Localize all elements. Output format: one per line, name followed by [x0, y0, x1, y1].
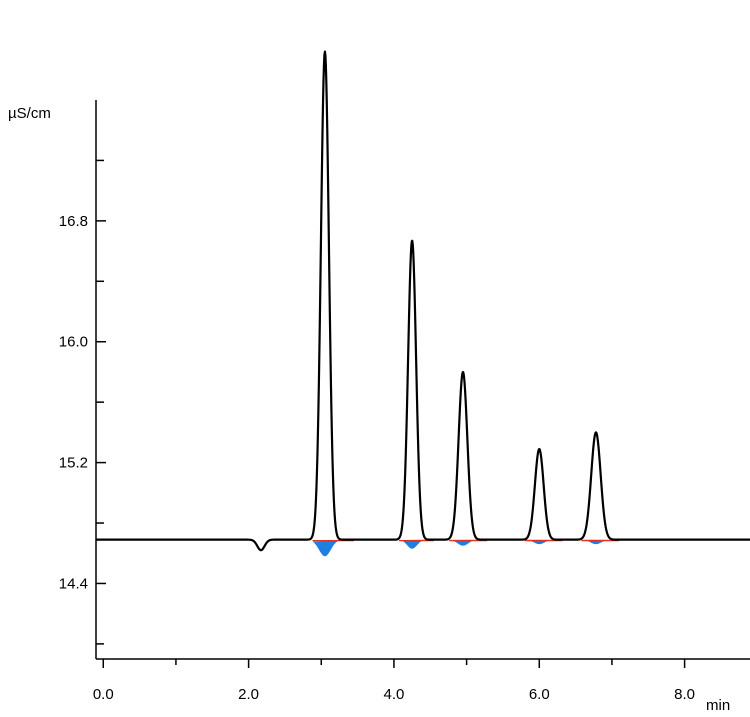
- x-tick-label: 8.0: [674, 686, 695, 703]
- y-axis-label: µS/cm: [8, 105, 51, 122]
- x-tick-label: 4.0: [384, 686, 405, 703]
- x-tick-label: 0.0: [93, 686, 114, 703]
- baseline-fill: [312, 539, 354, 557]
- y-axis-ticks: 14.4 15.2 16.0 16.8: [59, 159, 106, 645]
- x-axis-label: min: [706, 697, 730, 714]
- x-tick-label: 6.0: [529, 686, 550, 703]
- y-tick-label: 16.8: [59, 213, 88, 230]
- chromatogram-trace: [95, 50, 750, 552]
- baseline-fill-group: [312, 539, 620, 557]
- y-tick-label: 16.0: [59, 334, 88, 351]
- y-tick-label: 15.2: [59, 455, 88, 472]
- y-tick-label: 14.4: [59, 575, 88, 592]
- x-tick-label: 2.0: [238, 686, 259, 703]
- x-axis-ticks: 0.0 2.0 4.0 6.0 8.0: [93, 659, 695, 703]
- baseline-fill: [399, 539, 434, 549]
